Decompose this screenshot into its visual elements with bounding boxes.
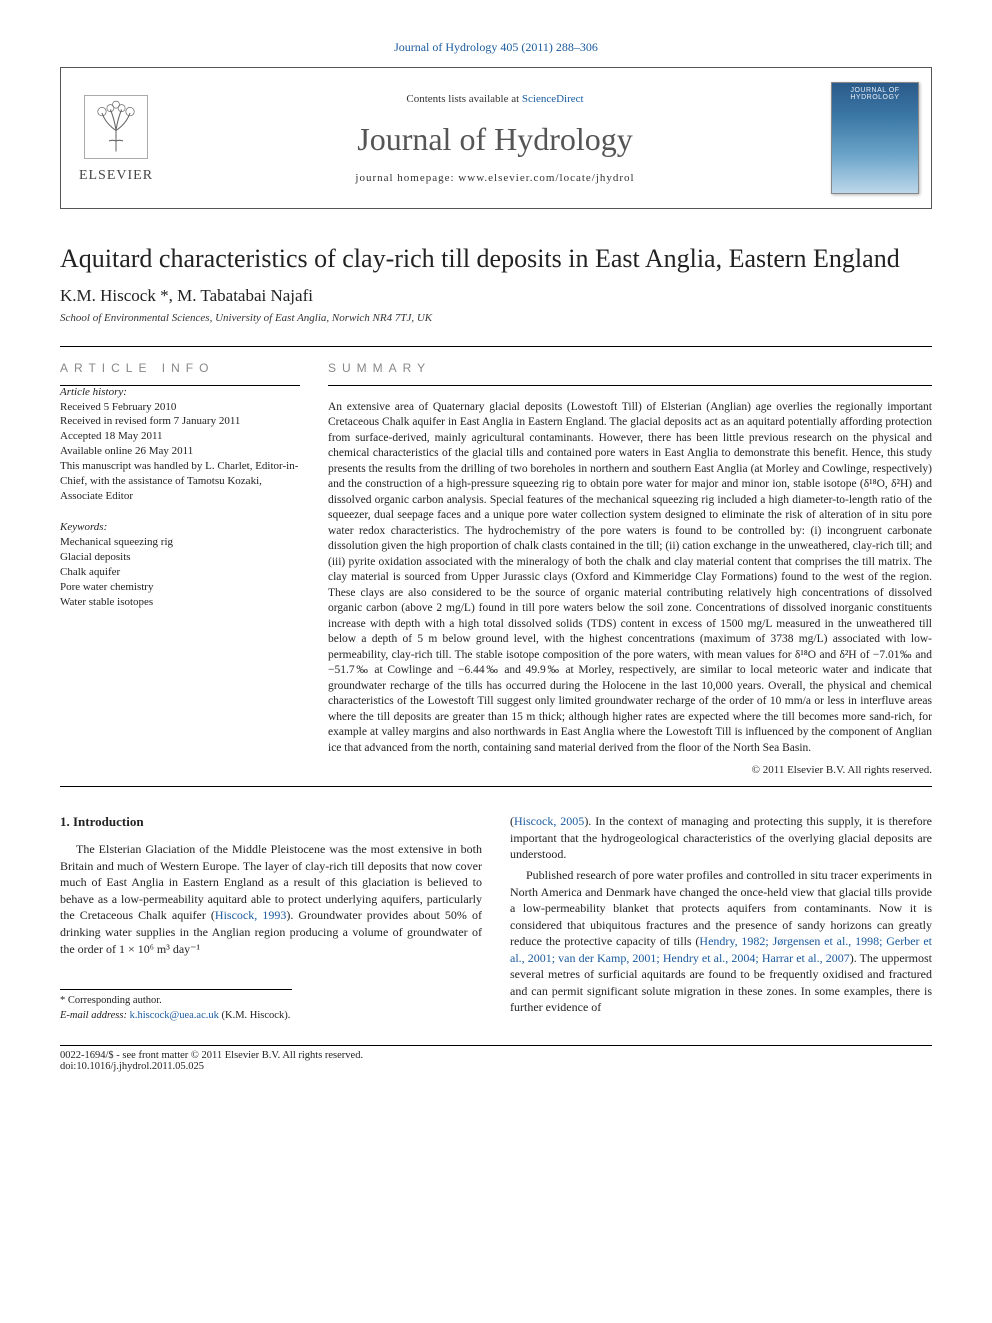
elsevier-tree-icon — [81, 92, 151, 162]
sciencedirect-link[interactable]: ScienceDirect — [522, 93, 584, 105]
history-item: Available online 26 May 2011 — [60, 444, 300, 459]
email-suffix: (K.M. Hiscock). — [222, 1010, 291, 1021]
corr-email-line: E-mail address: k.hiscock@uea.ac.uk (K.M… — [60, 1009, 292, 1023]
article-title: Aquitard characteristics of clay-rich ti… — [60, 243, 932, 276]
citation-link[interactable]: Hiscock, 1993 — [215, 908, 286, 922]
corresponding-footnote: * Corresponding author. E-mail address: … — [60, 989, 292, 1023]
corr-label: * Corresponding author. — [60, 994, 292, 1008]
article-info-heading: ARTICLE INFO — [60, 361, 300, 375]
masthead-center: Contents lists available at ScienceDirec… — [171, 68, 819, 208]
keywords-label: Keywords: — [60, 521, 300, 533]
rule-mid — [60, 786, 932, 787]
summary-col: SUMMARY An extensive area of Quaternary … — [328, 347, 932, 777]
keyword: Glacial deposits — [60, 550, 300, 565]
masthead: ELSEVIER Contents lists available at Sci… — [60, 67, 932, 209]
keywords-list: Mechanical squeezing rig Glacial deposit… — [60, 535, 300, 609]
contents-line: Contents lists available at ScienceDirec… — [406, 93, 583, 105]
journal-cover-thumb: JOURNAL OF HYDROLOGY — [831, 82, 919, 194]
intro-para-cont: (Hiscock, 2005). In the context of manag… — [510, 813, 932, 863]
publisher-block: ELSEVIER — [61, 68, 171, 208]
intro-heading: 1. Introduction — [60, 813, 482, 831]
history-item: This manuscript was handled by L. Charle… — [60, 459, 300, 504]
history-item: Accepted 18 May 2011 — [60, 429, 300, 444]
email-link[interactable]: k.hiscock@uea.ac.uk — [130, 1010, 219, 1021]
keyword: Chalk aquifer — [60, 565, 300, 580]
citation-link[interactable]: Hiscock, 2005 — [514, 814, 584, 828]
keyword: Pore water chemistry — [60, 580, 300, 595]
footer-copyright: 0022-1694/$ - see front matter © 2011 El… — [60, 1050, 932, 1061]
copyright: © 2011 Elsevier B.V. All rights reserved… — [328, 764, 932, 776]
citation-header: Journal of Hydrology 405 (2011) 288–306 — [60, 40, 932, 55]
history-list: Received 5 February 2010 Received in rev… — [60, 400, 300, 504]
intro-para-1: The Elsterian Glaciation of the Middle P… — [60, 841, 482, 957]
summary-heading: SUMMARY — [328, 361, 932, 375]
affiliation: School of Environmental Sciences, Univer… — [60, 312, 932, 324]
cover-thumb-title: JOURNAL OF HYDROLOGY — [832, 87, 918, 101]
keyword: Water stable isotopes — [60, 595, 300, 610]
email-label: E-mail address: — [60, 1010, 127, 1021]
summary-text: An extensive area of Quaternary glacial … — [328, 400, 932, 757]
footer-bar: 0022-1694/$ - see front matter © 2011 El… — [60, 1045, 932, 1072]
intro-para-2: Published research of pore water profile… — [510, 867, 932, 1016]
keyword: Mechanical squeezing rig — [60, 535, 300, 550]
contents-label: Contents lists available at — [406, 93, 519, 105]
history-item: Received 5 February 2010 — [60, 400, 300, 415]
history-item: Received in revised form 7 January 2011 — [60, 414, 300, 429]
authors: K.M. Hiscock *, M. Tabatabai Najafi — [60, 286, 932, 306]
journal-name: Journal of Hydrology — [357, 121, 633, 158]
publisher-name: ELSEVIER — [79, 168, 153, 184]
article-info-col: ARTICLE INFO Article history: Received 5… — [60, 347, 300, 777]
body-col-right: (Hiscock, 2005). In the context of manag… — [510, 813, 932, 1023]
body-col-left: 1. Introduction The Elsterian Glaciation… — [60, 813, 482, 1023]
cover-thumb-wrap: JOURNAL OF HYDROLOGY — [819, 68, 931, 208]
footer-doi: doi:10.1016/j.jhydrol.2011.05.025 — [60, 1061, 932, 1072]
history-label: Article history: — [60, 386, 300, 398]
rule-summary — [328, 385, 932, 386]
journal-homepage: journal homepage: www.elsevier.com/locat… — [355, 172, 634, 184]
